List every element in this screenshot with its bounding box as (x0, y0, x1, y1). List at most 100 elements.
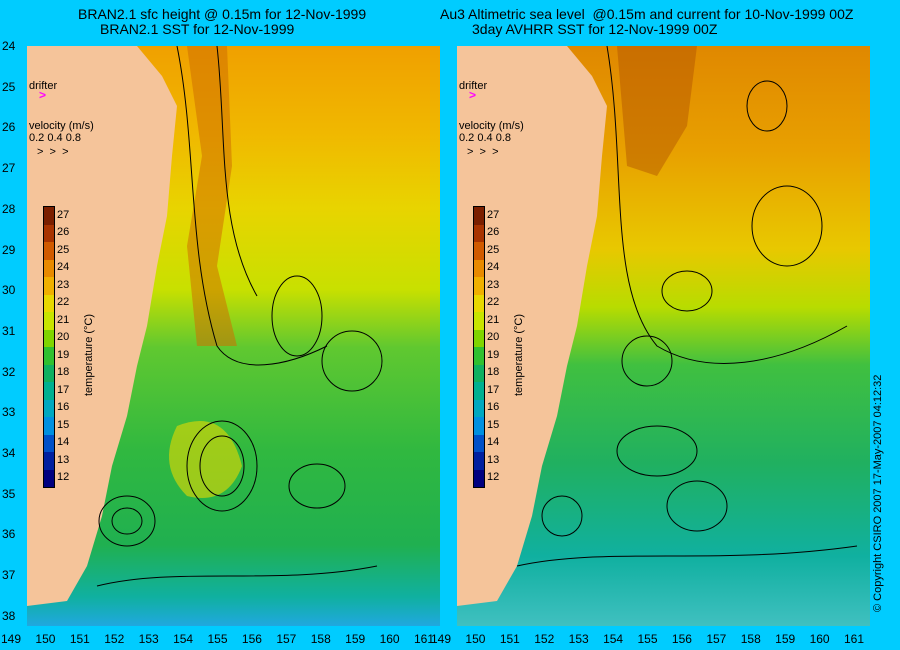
colorbar-tick-label: 15 (487, 418, 500, 431)
colorbar-tick-label: 25 (57, 243, 70, 256)
colorbar-swatch (44, 364, 54, 382)
colorbar-swatch (474, 452, 484, 470)
longitude-tick-label: 157 (706, 632, 727, 646)
longitude-tick-label: 155 (637, 632, 658, 646)
velocity-legend-label: velocity (m/s) (29, 120, 94, 132)
warm-current-band (187, 46, 237, 346)
latitude-tick-label: 36 (2, 527, 16, 542)
right-title-line1: Au3 Altimetric sea level @0.15m and curr… (440, 6, 854, 22)
temperature-colorbar (43, 206, 55, 488)
left-map-svg (27, 46, 440, 626)
colorbar-tick-label: 14 (487, 436, 500, 449)
latitude-tick-label: 33 (2, 405, 16, 420)
latitude-tick-label: 30 (2, 283, 16, 298)
left-title-line1: BRAN2.1 sfc height @ 0.15m for 12-Nov-19… (78, 6, 367, 22)
colorbar-tick-label: 16 (57, 401, 70, 414)
colorbar-title: temperature (°C) (513, 313, 525, 396)
longitude-tick-label: 159 (345, 632, 366, 646)
colorbar-tick-label: 26 (487, 226, 500, 239)
colorbar-swatch (474, 259, 484, 277)
colorbar-tick-label: 27 (57, 208, 70, 221)
colorbar-tick-label: 17 (57, 383, 70, 396)
drifter-label: drifter (29, 80, 58, 92)
colorbar-tick-label: 22 (57, 296, 70, 309)
temperature-colorbar (473, 206, 485, 488)
colorbar-swatch (474, 294, 484, 312)
colorbar-tick-label: 23 (487, 278, 500, 291)
longitude-tick-label: 150 (465, 632, 486, 646)
latitude-tick-label: 25 (2, 79, 16, 94)
copyright-notice: © Copyright CSIRO 2007 17-May-2007 04:12… (872, 374, 884, 612)
colorbar-tick-label: 18 (57, 366, 70, 379)
longitude-tick-label: 153 (138, 632, 159, 646)
drifter-icon: > (469, 88, 477, 102)
velocity-legend-label: velocity (m/s) (459, 120, 524, 132)
colorbar-tick-label: 22 (487, 296, 500, 309)
longitude-tick-label: 160 (379, 632, 400, 646)
coastline-land (457, 46, 607, 606)
colorbar-tick-label: 13 (57, 453, 70, 466)
colorbar-swatch (44, 329, 54, 347)
latitude-tick-label: 26 (2, 120, 16, 135)
colorbar-tick-label: 19 (57, 348, 70, 361)
colorbar-swatch (474, 417, 484, 435)
colorbar-swatch (44, 207, 54, 225)
left-title-line2: BRAN2.1 SST for 12-Nov-1999 (100, 21, 295, 37)
right-title-line2: 3day AVHRR SST for 12-Nov-1999 00Z (472, 21, 718, 37)
colorbar-swatch (44, 294, 54, 312)
colorbar-swatch (474, 207, 484, 225)
colorbar-swatch (44, 347, 54, 365)
coastline-land (27, 46, 177, 606)
colorbar-swatch (474, 347, 484, 365)
latitude-tick-label: 32 (2, 364, 16, 379)
latitude-axis: 24 25 26 27 28 29 30 31 32 33 34 35 36 37 38 (0, 39, 26, 626)
velocity-legend-scale: 0.2 0.4 0.8 (29, 132, 81, 144)
longitude-tick-label: 159 (775, 632, 796, 646)
colorbar-swatch (44, 382, 54, 400)
colorbar-tick-label: 21 (57, 313, 70, 326)
colorbar-tick-label: 20 (57, 331, 70, 344)
colorbar-swatch (44, 312, 54, 330)
longitude-tick-label: 155 (207, 632, 228, 646)
colorbar-tick-label: 23 (57, 278, 70, 291)
latitude-tick-label: 27 (2, 161, 16, 176)
longitude-tick-label: 161 (413, 632, 435, 646)
longitude-tick-label: 156 (671, 632, 692, 646)
longitude-tick-label: 157 (276, 632, 297, 646)
colorbar-swatch (474, 434, 484, 452)
colorbar-tick-label: 24 (57, 261, 70, 274)
warm-core-region (617, 46, 697, 176)
colorbar-tick-label: 16 (487, 401, 500, 414)
colorbar-swatch (474, 364, 484, 382)
colorbar-tick-label: 20 (487, 331, 500, 344)
colorbar-tick-label: 13 (487, 453, 500, 466)
longitude-tick-label: 151 (69, 632, 90, 646)
colorbar-tick-label: 18 (487, 366, 500, 379)
colorbar-swatch (474, 277, 484, 295)
colorbar-swatch (44, 277, 54, 295)
longitude-tick-label: 152 (104, 632, 125, 646)
drifter-icon: > (39, 88, 47, 102)
colorbar-tick-label: 12 (487, 471, 500, 484)
latitude-tick-label: 35 (2, 486, 16, 501)
longitude-tick-label: 149 (0, 632, 22, 646)
colorbar-tick-label: 27 (487, 208, 500, 221)
colorbar-tick-label: 14 (57, 436, 70, 449)
drifter-label: drifter (459, 80, 488, 92)
latitude-tick-label: 38 (2, 608, 16, 623)
colorbar-swatch (474, 469, 484, 487)
colorbar-swatch (44, 469, 54, 487)
colorbar-tick-label: 17 (487, 383, 500, 396)
colorbar-swatch (44, 224, 54, 242)
sea-level-contours (96, 46, 383, 587)
colorbar-swatch (474, 224, 484, 242)
colorbar-swatch (474, 399, 484, 417)
colorbar-swatch (44, 452, 54, 470)
right-map-panel: drifter > velocity (m/s) 0.2 0.4 0.8 > >… (457, 46, 870, 626)
velocity-legend-arrows: > > > (467, 146, 499, 158)
longitude-tick-label: 150 (35, 632, 56, 646)
latitude-tick-label: 37 (2, 568, 16, 583)
colorbar-swatch (44, 434, 54, 452)
colorbar-swatch (44, 242, 54, 260)
latitude-tick-label: 34 (2, 446, 16, 461)
